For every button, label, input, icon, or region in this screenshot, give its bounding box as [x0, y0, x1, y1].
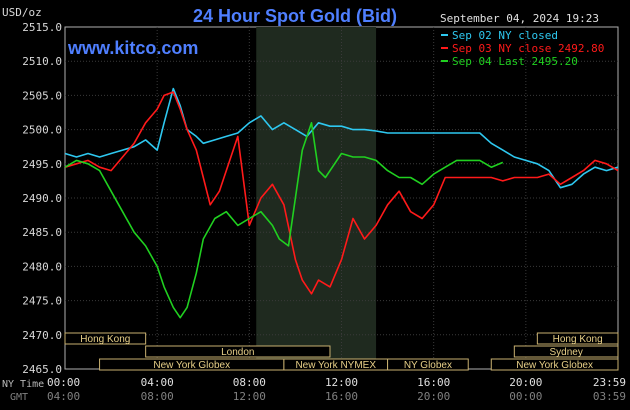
y-tick-label: 2515.0 [22, 21, 62, 34]
y-tick-label: 2495.0 [22, 158, 62, 171]
x-tick-label-gmt: 20:00 [417, 390, 450, 403]
session-label: New York Globex [153, 360, 230, 371]
y-tick-label: 2500.0 [22, 124, 62, 137]
trading-session-bars: Hong Kong London New York Globex New York N… [64, 332, 619, 371]
series-lines [64, 87, 619, 319]
legend-label: Sep 04 Last 2495.20 [452, 55, 578, 68]
source-watermark: www.kitco.com [67, 38, 198, 58]
session-label: New York NYMEX [295, 360, 376, 371]
session-bar [387, 358, 469, 371]
x-tick-label-ny: 20:00 [509, 376, 542, 389]
grid-lines [65, 27, 618, 369]
session-bar [513, 345, 619, 358]
x-tick-label-ny: 16:00 [417, 376, 450, 389]
x-row1-label: NY Time [2, 379, 44, 390]
series-line [64, 122, 504, 319]
date-stamp: September 04, 2024 19:23 [440, 12, 599, 25]
y-axis-ticks: 2515.0 2510.0 2505.0 2500.0 2495.0 2490.0 2485… [22, 21, 62, 376]
y-tick-label: 2490.0 [22, 192, 62, 205]
y-tick-label: 2480.0 [22, 260, 62, 273]
x-axis-ticks: 00:0004:0004:0008:0008:0012:0012:0016:00… [47, 376, 626, 403]
x-tick-label-gmt: 08:00 [141, 390, 174, 403]
session-bar [536, 332, 619, 345]
y-tick-label: 2485.0 [22, 226, 62, 239]
session-label: Hong Kong [80, 334, 130, 345]
x-tick-label-ny: 00:00 [47, 376, 80, 389]
x-tick-label-gmt: 03:59 [593, 390, 626, 403]
x-tick-label-ny: 08:00 [233, 376, 266, 389]
nymex-shaded-region [256, 27, 377, 369]
x-tick-label-gmt: 16:00 [325, 390, 358, 403]
session-bar [145, 345, 331, 358]
x-row2-label: GMT [10, 392, 28, 403]
legend-label: Sep 02 NY closed [452, 29, 558, 42]
y-tick-label: 2470.0 [22, 329, 62, 342]
units-label: USD/oz [2, 6, 42, 19]
chart-title: 24 Hour Spot Gold (Bid) [193, 6, 397, 26]
x-tick-label-ny: 04:00 [141, 376, 174, 389]
x-tick-label-gmt: 12:00 [233, 390, 266, 403]
series-line [64, 91, 619, 295]
session-label: NY Globex [404, 360, 452, 371]
x-tick-label-gmt: 04:00 [47, 390, 80, 403]
y-tick-label: 2465.0 [22, 363, 62, 376]
y-tick-label: 2510.0 [22, 55, 62, 68]
y-tick-label: 2505.0 [22, 89, 62, 102]
x-tick-label-gmt: 00:00 [509, 390, 542, 403]
x-tick-label-ny: 12:00 [325, 376, 358, 389]
session-label: Hong Kong [553, 334, 603, 345]
session-bar [490, 358, 619, 371]
legend-label: Sep 03 NY close 2492.80 [452, 42, 604, 55]
session-label: New York Globex [516, 360, 593, 371]
y-tick-label: 2475.0 [22, 295, 62, 308]
session-label: London [221, 347, 254, 358]
session-label: Sydney [549, 347, 582, 358]
x-tick-label-ny: 23:59 [593, 376, 626, 389]
session-bar [64, 332, 147, 345]
